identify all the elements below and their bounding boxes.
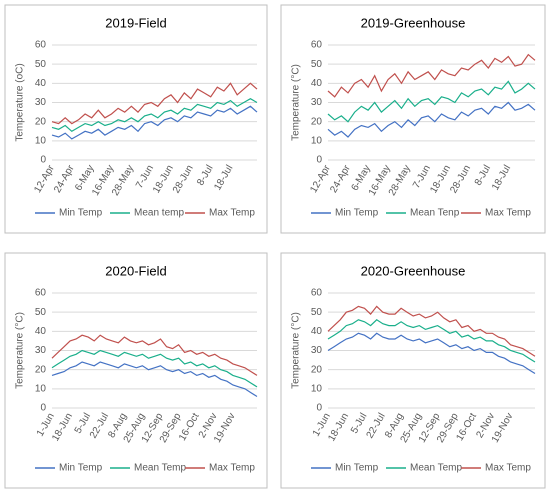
y-axis-label: Temperature (°C) — [15, 312, 26, 389]
panel-frame — [4, 4, 268, 234]
y-tick-label: 10 — [35, 383, 47, 394]
y-tick-label: 50 — [311, 307, 323, 318]
y-tick-label: 20 — [311, 116, 323, 127]
legend-label: Max Temp — [209, 463, 255, 474]
series-line — [327, 101, 536, 138]
legend-label: Min Temp — [59, 208, 103, 219]
y-tick-label: 40 — [311, 326, 323, 337]
y-axis-label: Temperature (oC) — [15, 63, 26, 141]
series-line — [327, 305, 536, 357]
chart-title: 2020-Field — [105, 263, 166, 278]
legend-label: Mean Temp — [134, 463, 187, 474]
y-tick-label: 20 — [311, 364, 323, 375]
series-line — [51, 334, 258, 376]
series-line — [327, 53, 536, 98]
legend-label: Mean temp — [134, 208, 184, 219]
y-tick-label: 50 — [35, 307, 47, 318]
y-tick-label: 30 — [311, 97, 323, 108]
y-tick-label: 0 — [316, 155, 322, 166]
y-tick-label: 40 — [35, 78, 47, 89]
y-tick-label: 60 — [311, 288, 323, 299]
legend-label: Min Temp — [335, 208, 379, 219]
chart-title: 2019-Greenhouse — [361, 15, 466, 30]
y-tick-label: 50 — [35, 59, 47, 70]
legend-label: Mean Temp — [410, 463, 463, 474]
y-tick-label: 20 — [35, 364, 47, 375]
y-tick-label: 10 — [35, 135, 47, 146]
y-tick-label: 30 — [35, 345, 47, 356]
y-tick-label: 20 — [35, 116, 47, 127]
y-tick-label: 40 — [311, 78, 323, 89]
panel-frame — [280, 252, 546, 489]
y-tick-label: 60 — [35, 288, 47, 299]
legend-label: Max Temp — [209, 208, 255, 219]
y-tick-label: 50 — [311, 59, 323, 70]
legend-label: Max Temp — [485, 208, 531, 219]
series-line — [51, 82, 258, 125]
y-tick-label: 60 — [311, 40, 323, 51]
series-line — [51, 105, 258, 140]
series-line — [327, 80, 536, 123]
panel: 2019-Greenhouse Temperature (°C) 0 10 20 30 40… — [280, 4, 546, 234]
y-tick-label: 0 — [40, 403, 46, 414]
y-tick-label: 0 — [316, 403, 322, 414]
y-tick-label: 10 — [311, 135, 323, 146]
y-axis-label: Temperature (°C) — [291, 64, 302, 141]
y-tick-label: 30 — [35, 97, 47, 108]
series-line — [327, 319, 536, 363]
y-tick-label: 30 — [311, 345, 323, 356]
y-tick-label: 0 — [40, 155, 46, 166]
y-tick-label: 10 — [311, 383, 323, 394]
series-line — [51, 361, 258, 398]
series-line — [51, 349, 258, 388]
series-line — [51, 98, 258, 133]
chart-title: 2019-Field — [105, 15, 166, 30]
panel-frame — [280, 4, 546, 234]
legend-label: Max Temp — [485, 463, 531, 474]
legend-label: Mean Tenp — [410, 208, 460, 219]
panel: 2020-Greenhouse Temperature (°C) 0 10 20 30 40… — [280, 252, 546, 489]
series-line — [327, 332, 536, 375]
y-tick-label: 60 — [35, 40, 47, 51]
y-axis-label: Temperature (°C) — [291, 312, 302, 389]
legend-label: Min Temp — [59, 463, 103, 474]
chart-title: 2020-Greenhouse — [361, 263, 466, 278]
legend-label: Min Temp — [335, 463, 379, 474]
y-tick-label: 40 — [35, 326, 47, 337]
